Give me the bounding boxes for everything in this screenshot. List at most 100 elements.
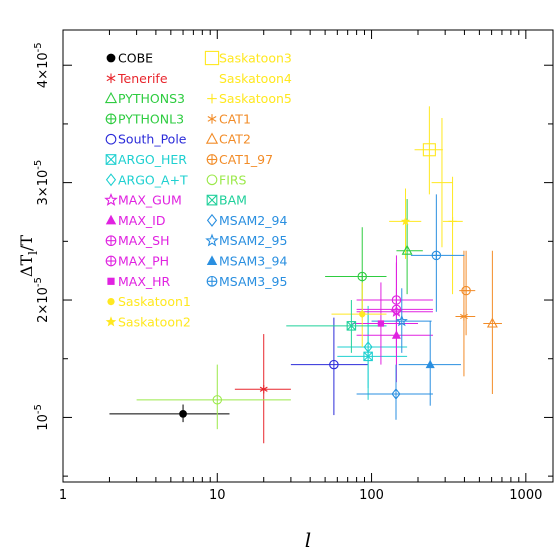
legend-entry: ARGO_A+T [105,172,188,187]
data-markers [179,143,498,418]
legend-marker [104,91,118,104]
legend-label: Saskatoon4 [219,71,292,86]
data-point [346,321,357,331]
marker-shape [107,277,115,285]
marker-shape [105,133,117,145]
legend-marker [204,50,220,66]
data-point [363,341,373,353]
legend-label: PYTHONL3 [118,111,184,126]
legend-marker [105,214,117,225]
y-tick-mantissa: 10 [36,414,51,431]
legend-entry: PYTHONS3 [104,91,185,106]
y-tick-label-text: 2×10-5 [33,277,51,323]
data-point [179,410,187,418]
legend-label: COBE [118,51,153,66]
data-point [259,385,268,394]
legend-entry: CAT2 [205,132,251,147]
legend-label: ARGO_HER [118,152,187,167]
data-point [400,216,411,226]
legend-label: MAX_HR [118,274,171,289]
y-tick-label: 10-5 [33,404,51,431]
legend-marker [207,114,217,124]
data-point [377,320,385,327]
legend-marker [104,192,118,206]
marker-shape [205,132,219,144]
legend-label: MSAM3_94 [219,254,287,269]
legend-entry: Tenerife [106,71,168,86]
marker-shape [391,388,401,400]
legend-entry: FIRS [206,172,247,187]
data-point [460,312,468,321]
legend-label: Saskatoon3 [219,51,292,66]
legend-entry: South_Pole [105,132,187,147]
marker-shape [400,216,411,226]
legend-marker [105,235,117,247]
legend-marker [105,154,117,165]
legend-label: Saskatoon1 [118,294,191,309]
legend-entry: MSAM3_95 [206,274,287,289]
legend-label: MAX_ID [118,213,165,228]
marker-shape [205,233,219,247]
marker-shape [104,91,118,104]
legend-entry: MAX_SH [105,233,169,248]
legend-label: CAT1_97 [219,152,273,167]
legend-marker [206,154,218,165]
legend-label: MAX_GUM [118,193,182,208]
legend-marker [105,133,117,145]
y-tick-exponent: -5 [33,404,44,414]
data-point [391,295,402,305]
legend-entry: MAX_PH [105,254,169,269]
legend-entry: BAM [206,193,247,208]
legend-marker [206,275,218,287]
plot-frame [62,29,554,483]
marker-shape [106,53,116,63]
marker-shape [377,320,385,327]
data-point [486,317,498,328]
legend-marker [205,132,219,144]
marker-shape [206,255,218,265]
marker-shape [391,330,402,339]
marker-shape [329,359,339,370]
marker-shape [104,192,118,206]
x-tick-label: 1 [59,488,67,503]
legend-marker [206,255,218,265]
legend-label: CAT1 [219,111,251,126]
y-tick-label-text: 10-5 [33,404,51,431]
legend-label: Tenerife [117,71,168,86]
legend-label: FIRS [219,172,247,187]
legend-entry: Saskatoon1 [107,294,191,309]
data-point [212,395,223,405]
legend-label: BAM [219,193,247,208]
marker-shape [206,213,218,227]
data-point [401,244,413,255]
legend-label: MAX_PH [118,254,169,269]
marker-shape [206,194,218,206]
legend-label: MAX_SH [118,233,169,248]
legend-entry: MSAM2_95 [205,233,287,248]
legend-marker [206,174,218,186]
legend-marker [207,93,217,104]
marker-shape [206,199,218,206]
marker-shape [206,174,218,186]
marker-shape [395,314,408,327]
legend-entry: MSAM2_94 [206,213,287,228]
legend-entry: MAX_ID [105,213,165,228]
legend-label: ARGO_A+T [118,172,188,187]
marker-shape [204,50,220,66]
legend-label: Saskatoon5 [219,91,292,106]
data-point [391,330,402,339]
legend-label: MSAM3_95 [219,274,287,289]
data-point [461,285,471,296]
data-point [329,359,339,370]
y-axis-title-delta: ΔT [17,255,36,278]
y-axis-title-denom: /T [17,235,36,251]
legend-marker [105,113,117,125]
x-tick-label: 10 [209,488,226,503]
data-point [448,217,457,226]
legend-marker [206,194,218,206]
marker-shape [105,173,117,187]
y-axis-title: ΔTl/T [17,235,40,277]
legend-entry: Saskatoon5 [207,91,292,106]
